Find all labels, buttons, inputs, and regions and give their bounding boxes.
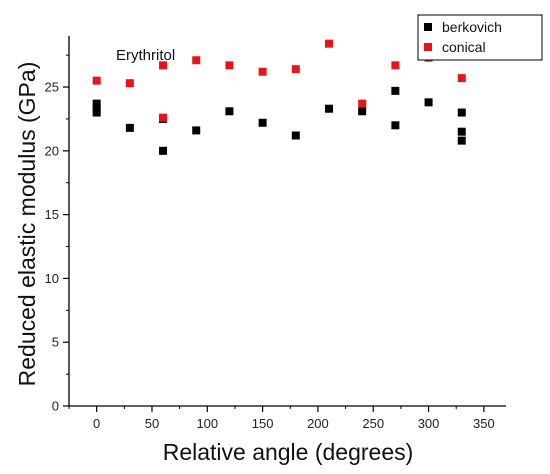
- data-point-conical: [391, 61, 400, 70]
- x-tick-label: 50: [145, 416, 159, 431]
- data-point-berkovich: [258, 118, 267, 127]
- data-point-conical: [159, 61, 168, 70]
- data-point-conical: [291, 65, 300, 74]
- data-point-berkovich: [424, 98, 433, 107]
- y-axis-title: Reduced elastic modulus (GPa): [14, 62, 40, 387]
- data-point-conical: [358, 99, 367, 108]
- data-point-conical: [159, 113, 168, 122]
- data-point-conical: [125, 79, 134, 88]
- data-point-berkovich: [457, 108, 466, 117]
- data-point-conical: [92, 76, 101, 85]
- y-tick-label: 15: [45, 207, 59, 222]
- legend-label-conical: conical: [442, 39, 486, 55]
- legend-box: [417, 14, 543, 61]
- x-tick-label: 300: [418, 416, 440, 431]
- data-point-berkovich: [92, 99, 101, 108]
- data-point-conical: [457, 74, 466, 83]
- x-tick-label: 0: [93, 416, 100, 431]
- x-tick-label: 100: [196, 416, 218, 431]
- data-points: [92, 39, 466, 155]
- x-tick-label: 250: [362, 416, 384, 431]
- x-tick-label: 350: [473, 416, 495, 431]
- data-point-berkovich: [358, 107, 367, 116]
- data-point-berkovich: [324, 104, 333, 113]
- data-point-berkovich: [159, 146, 168, 155]
- data-point-berkovich: [125, 123, 134, 132]
- data-point-berkovich: [391, 86, 400, 95]
- data-point-berkovich: [391, 121, 400, 130]
- x-axis-title: Relative angle (degrees): [163, 439, 414, 465]
- chart-annotation: Erythritol: [116, 47, 175, 64]
- legend-marker-berkovich: [424, 23, 432, 31]
- data-point-conical: [258, 67, 267, 76]
- x-tick-label: 150: [252, 416, 274, 431]
- y-tick-label: 10: [45, 271, 59, 286]
- legend-marker-conical: [424, 43, 432, 51]
- x-tick-label: 200: [307, 416, 329, 431]
- data-point-berkovich: [225, 107, 234, 116]
- data-point-berkovich: [192, 126, 201, 135]
- y-tick-label: 0: [52, 399, 59, 414]
- data-point-conical: [324, 39, 333, 48]
- data-point-conical: [192, 56, 201, 65]
- y-tick-label: 25: [45, 80, 59, 95]
- data-point-conical: [225, 61, 234, 70]
- axes: 0 50 100 150 200 250 300 350 0 5 10 15 20 25: [45, 36, 506, 431]
- legend: berkovich conical: [417, 14, 543, 61]
- legend-label-berkovich: berkovich: [442, 19, 502, 35]
- data-point-berkovich: [92, 108, 101, 117]
- y-tick-label: 20: [45, 143, 59, 158]
- data-point-berkovich: [457, 136, 466, 145]
- data-point-berkovich: [291, 131, 300, 140]
- y-tick-label: 5: [52, 335, 59, 350]
- data-point-berkovich: [457, 127, 466, 136]
